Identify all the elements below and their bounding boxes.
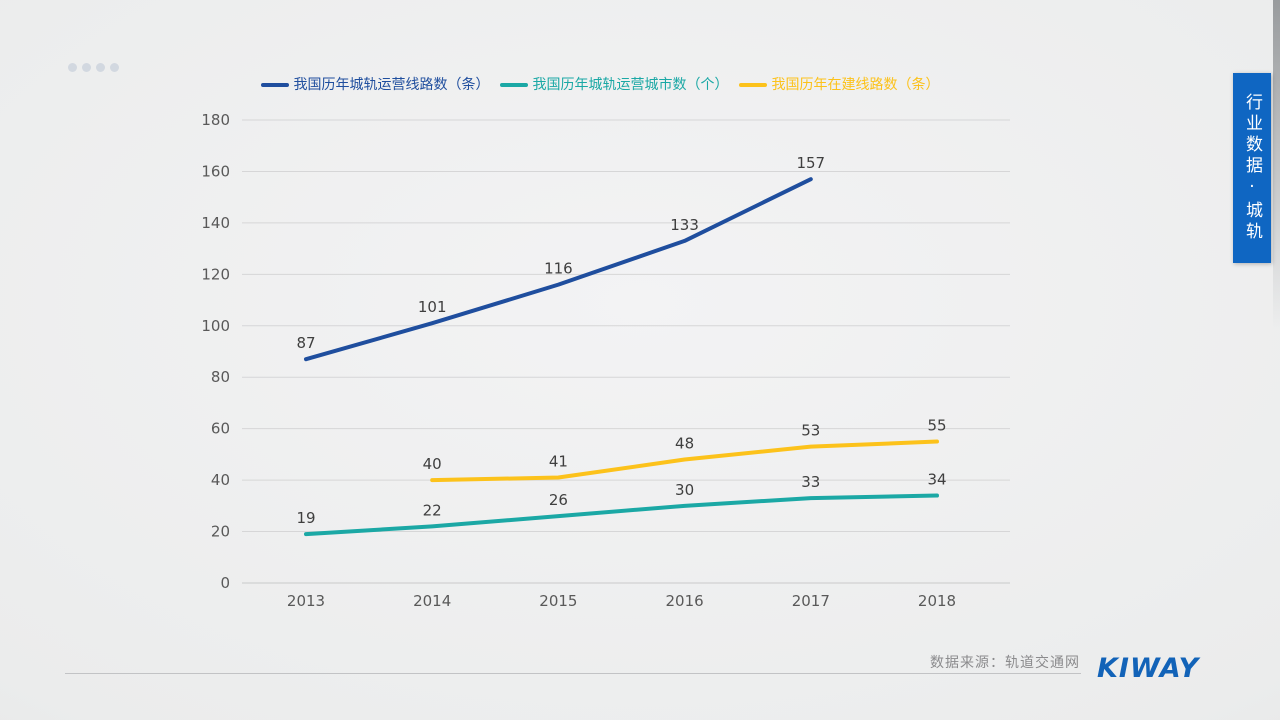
decorative-dots <box>68 63 119 72</box>
data-label: 22 <box>423 501 442 519</box>
section-tab: 行业数据·城轨 <box>1233 73 1271 263</box>
data-label: 33 <box>801 473 820 491</box>
x-tick-label-2013: 2013 <box>287 592 325 610</box>
x-tick-label-2017: 2017 <box>792 592 830 610</box>
data-label: 40 <box>423 455 442 473</box>
y-tick-label: 120 <box>201 265 230 283</box>
series-line-0 <box>304 177 813 362</box>
legend-label: 我国历年城轨运营线路数（条） <box>293 77 490 93</box>
data-label: 87 <box>296 334 315 352</box>
x-tick-label-2018: 2018 <box>918 592 956 610</box>
y-tick-label: 140 <box>201 214 230 232</box>
y-tick-label: 60 <box>211 420 230 438</box>
data-label: 19 <box>296 509 315 527</box>
legend-line-swatch <box>499 83 528 87</box>
series-line-2 <box>430 439 939 483</box>
data-label: 26 <box>549 491 568 509</box>
x-tick-label-2015: 2015 <box>539 592 577 610</box>
y-tick-label: 80 <box>211 368 230 386</box>
data-label: 30 <box>675 481 694 499</box>
data-label: 116 <box>544 260 573 278</box>
legend-item-0: 我国历年城轨运营线路数（条） <box>260 76 490 94</box>
kiway-logo: KIWAY <box>1097 653 1200 684</box>
line-chart: 0 20 40 60 80 100 120 140 160 180 2013 2014 2015 2016… <box>201 111 1010 610</box>
y-tick-label: 160 <box>201 162 230 180</box>
data-label: 41 <box>549 453 568 471</box>
data-label: 48 <box>675 435 694 453</box>
x-tick-label-2016: 2016 <box>666 592 704 610</box>
legend-line-swatch <box>738 83 767 87</box>
series-line-1 <box>304 493 939 537</box>
data-label: 157 <box>796 154 825 172</box>
section-tab-label: 行业数据·城轨 <box>1242 93 1262 243</box>
footer-divider <box>65 673 1081 674</box>
data-label: 34 <box>927 471 946 489</box>
data-label: 55 <box>927 417 946 435</box>
y-tick-label: 180 <box>201 111 230 129</box>
legend-label: 我国历年城轨运营城市数（个） <box>532 77 729 93</box>
edge-shadow <box>1273 0 1280 330</box>
dot <box>110 63 119 72</box>
data-source-note: 数据来源：轨道交通网 <box>930 655 1080 671</box>
data-label: 101 <box>418 298 447 316</box>
chart-legend: 我国历年城轨运营线路数（条） 我国历年城轨运营城市数（个） 我国历年在建线路数（条） <box>180 76 1020 94</box>
legend-item-2: 我国历年在建线路数（条） <box>738 76 940 94</box>
legend-label: 我国历年在建线路数（条） <box>771 77 940 93</box>
dot <box>68 63 77 72</box>
data-label: 133 <box>670 216 699 234</box>
legend-line-swatch <box>260 83 289 87</box>
y-tick-label: 0 <box>220 574 230 592</box>
data-label: 53 <box>801 422 820 440</box>
dot <box>96 63 105 72</box>
y-tick-label: 40 <box>211 471 230 489</box>
dot <box>82 63 91 72</box>
y-tick-label: 20 <box>211 523 230 541</box>
legend-item-1: 我国历年城轨运营城市数（个） <box>499 76 729 94</box>
y-tick-label: 100 <box>201 317 230 335</box>
x-tick-label-2014: 2014 <box>413 592 451 610</box>
